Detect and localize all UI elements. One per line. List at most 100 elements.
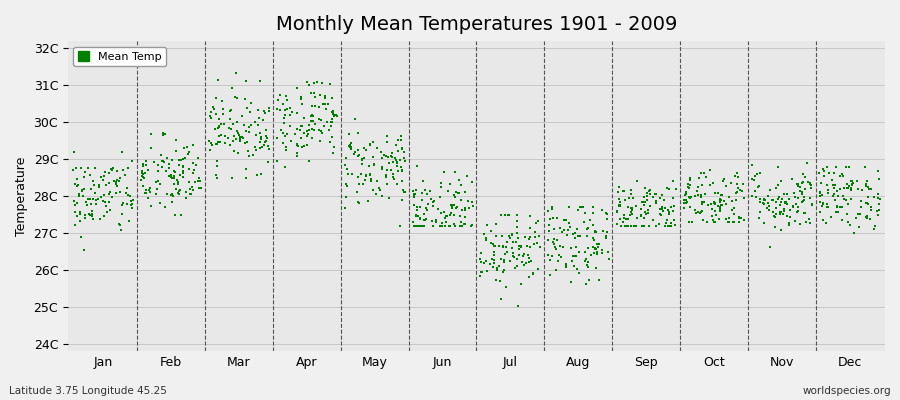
Point — [869, 208, 884, 214]
Point — [74, 234, 88, 240]
Point — [159, 168, 174, 174]
Point — [185, 187, 200, 193]
Point — [849, 214, 863, 221]
Point — [97, 199, 112, 205]
Point — [588, 246, 602, 252]
Point — [76, 174, 91, 180]
Point — [112, 222, 127, 228]
Point — [752, 199, 767, 205]
Point — [871, 200, 886, 207]
Point — [454, 222, 468, 229]
Point — [407, 194, 421, 200]
Point — [118, 172, 132, 178]
Point — [725, 219, 740, 225]
Point — [356, 144, 371, 151]
Point — [436, 208, 451, 215]
Point — [833, 173, 848, 180]
Point — [458, 189, 473, 195]
Point — [302, 82, 316, 88]
Point — [410, 204, 425, 210]
Point — [166, 193, 180, 199]
Point — [626, 222, 641, 229]
Point — [683, 177, 698, 184]
Point — [616, 219, 630, 225]
Point — [97, 168, 112, 175]
Point — [177, 155, 192, 161]
Point — [774, 227, 788, 234]
Point — [680, 184, 695, 190]
Point — [382, 160, 396, 166]
Point — [363, 171, 377, 177]
Point — [375, 155, 390, 162]
Point — [784, 176, 798, 182]
Point — [574, 204, 589, 210]
Point — [828, 197, 842, 204]
Point — [242, 124, 256, 130]
Point — [569, 243, 583, 250]
Point — [330, 113, 345, 119]
Point — [519, 243, 534, 249]
Point — [585, 235, 599, 242]
Point — [630, 214, 644, 221]
Point — [382, 154, 396, 160]
Point — [798, 210, 813, 216]
Point — [771, 194, 786, 200]
Point — [484, 256, 499, 262]
Point — [504, 230, 518, 237]
Point — [761, 207, 776, 214]
Point — [454, 207, 469, 213]
Point — [713, 195, 727, 202]
Point — [642, 222, 656, 229]
Point — [121, 192, 135, 198]
Point — [453, 222, 467, 229]
Point — [418, 217, 432, 223]
Point — [120, 184, 134, 191]
Point — [613, 216, 627, 223]
Point — [531, 266, 545, 272]
Point — [831, 193, 845, 199]
Point — [230, 119, 244, 126]
Point — [240, 139, 255, 145]
Point — [81, 164, 95, 171]
Point — [153, 200, 167, 206]
Point — [813, 199, 827, 205]
Point — [509, 218, 524, 224]
Point — [226, 138, 240, 144]
Point — [586, 210, 600, 216]
Point — [590, 240, 604, 247]
Point — [769, 224, 783, 230]
Point — [386, 159, 400, 166]
Point — [545, 239, 560, 246]
Point — [824, 214, 838, 220]
Point — [737, 216, 751, 223]
Point — [752, 170, 767, 176]
Point — [815, 166, 830, 172]
Point — [326, 150, 340, 156]
Point — [162, 161, 176, 167]
Point — [362, 162, 376, 169]
Point — [445, 203, 459, 210]
Point — [351, 147, 365, 153]
Point — [251, 122, 266, 128]
Point — [813, 192, 827, 199]
Point — [427, 203, 441, 209]
Point — [582, 277, 597, 283]
Point — [625, 190, 639, 197]
Point — [649, 191, 663, 197]
Point — [860, 184, 875, 191]
Point — [343, 142, 357, 148]
Point — [732, 214, 746, 220]
Point — [655, 204, 670, 210]
Point — [517, 262, 531, 268]
Point — [83, 196, 97, 203]
Point — [695, 199, 709, 205]
Point — [558, 260, 572, 267]
Point — [760, 200, 775, 206]
Point — [295, 123, 310, 129]
Point — [625, 211, 639, 218]
Point — [73, 218, 87, 224]
Point — [184, 184, 199, 190]
Point — [486, 264, 500, 271]
Point — [769, 211, 783, 218]
Point — [446, 192, 461, 198]
